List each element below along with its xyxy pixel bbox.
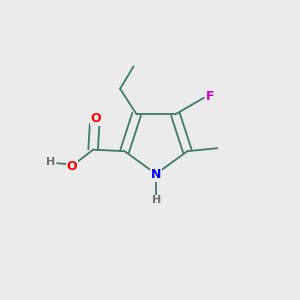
Text: H: H — [152, 195, 161, 206]
Text: O: O — [67, 160, 77, 173]
Text: N: N — [151, 167, 161, 181]
Text: H: H — [46, 157, 55, 167]
Text: O: O — [91, 112, 101, 125]
Text: F: F — [206, 90, 215, 104]
